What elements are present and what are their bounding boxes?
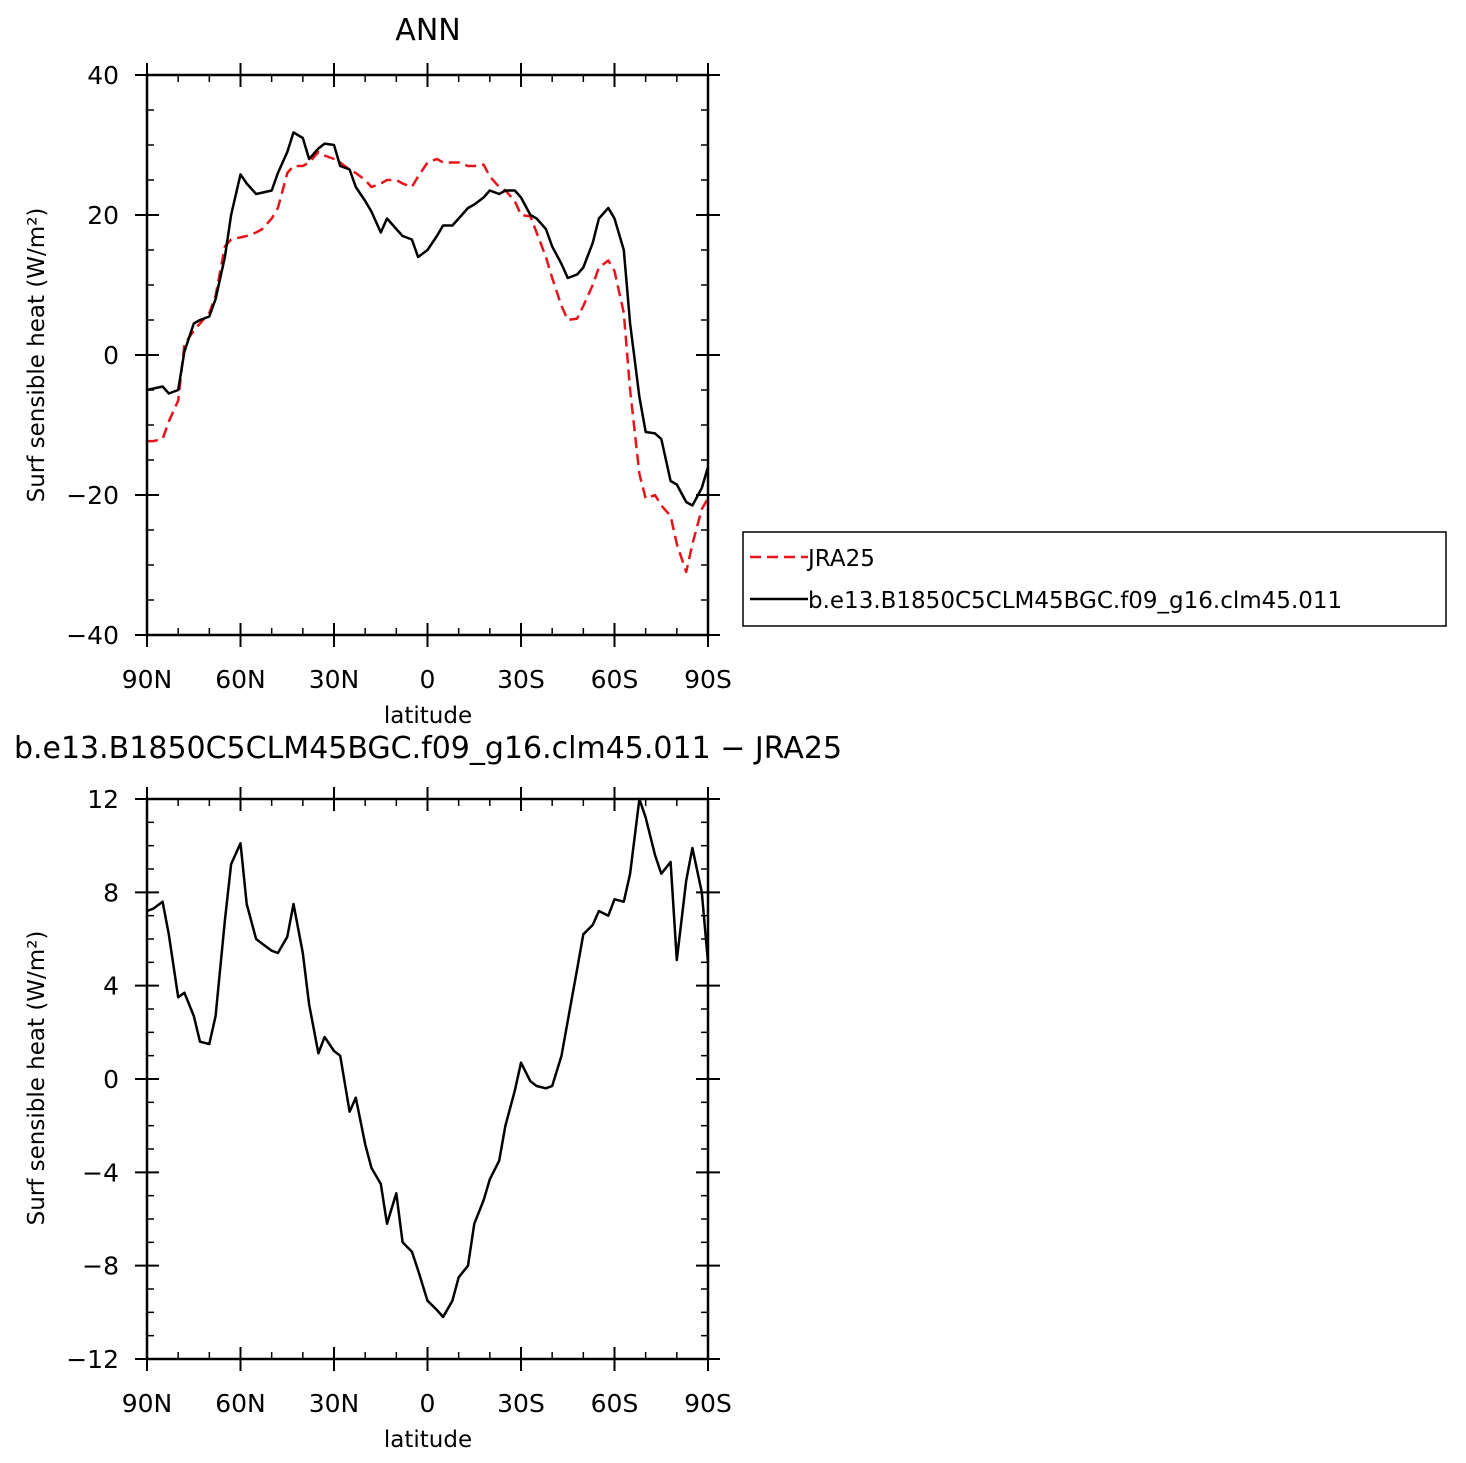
top-chart-x-tick-label: 60S <box>591 665 639 694</box>
bottom-chart-y-tick-label: 12 <box>87 785 119 814</box>
bottom-chart-x-tick-label: 30S <box>497 1389 545 1418</box>
bottom-chart-series-lines <box>146 797 710 1319</box>
bottom-chart-y-tick-label: 8 <box>103 878 119 907</box>
top-chart-y-axis-label: Surf sensible heat (W/m²) <box>24 208 50 503</box>
bottom-chart-x-axis-label: latitude <box>384 1427 472 1453</box>
top-chart-series-line-model <box>146 131 710 507</box>
bottom-chart-plot-frame <box>145 797 710 1361</box>
top-chart-panel: ANN Surf sensible heat (W/m²) latitude 4… <box>24 13 1447 729</box>
top-chart-title: ANN <box>395 13 460 48</box>
bottom-chart-x-tick-label: 60S <box>591 1389 639 1418</box>
top-chart-x-tick-label: 60N <box>215 665 266 694</box>
top-chart-y-tick-label: 20 <box>87 201 119 230</box>
top-chart-x-axis-label: latitude <box>384 703 472 729</box>
legend-label-jra25: JRA25 <box>806 546 875 572</box>
bottom-chart-x-tick-label: 0 <box>420 1389 436 1418</box>
top-chart-y-tick-label: 0 <box>103 341 119 370</box>
bottom-chart-title: b.e13.B1850C5CLM45BGC.f09_g16.clm45.011 … <box>14 731 842 766</box>
top-chart-plot-frame <box>145 73 710 637</box>
top-chart-x-tick-label: 0 <box>420 665 436 694</box>
bottom-chart-x-tick-label: 30N <box>309 1389 360 1418</box>
bottom-chart-x-tick-label: 90S <box>684 1389 732 1418</box>
bottom-chart-y-tick-label: 4 <box>103 972 119 1001</box>
legend-label-model: b.e13.B1850C5CLM45BGC.f09_g16.clm45.011 <box>808 588 1342 614</box>
legend-box <box>742 531 1447 627</box>
top-chart-series-lines <box>146 131 710 574</box>
top-chart-series-line-jra25 <box>147 150 710 574</box>
top-chart-y-tick-label: −20 <box>66 481 119 510</box>
top-chart-x-tick-label: 90N <box>122 665 173 694</box>
top-chart-y-tick-label: −40 <box>66 621 119 650</box>
top-chart-legend: JRA25 b.e13.B1850C5CLM45BGC.f09_g16.clm4… <box>742 531 1447 627</box>
bottom-chart-panel: b.e13.B1850C5CLM45BGC.f09_g16.clm45.011 … <box>14 731 842 1453</box>
bottom-chart-x-tick-label: 60N <box>215 1389 266 1418</box>
bottom-chart-y-tick-label: −8 <box>82 1252 119 1281</box>
bottom-chart-y-tick-label: −12 <box>66 1345 119 1374</box>
bottom-chart-x-tick-label: 90N <box>122 1389 173 1418</box>
bottom-chart-y-tick-label: 0 <box>103 1065 119 1094</box>
bottom-chart-y-axis-label: Surf sensible heat (W/m²) <box>24 931 50 1226</box>
top-chart-x-tick-label: 30S <box>497 665 545 694</box>
bottom-chart-series-line-difference <box>146 797 710 1319</box>
top-chart-y-tick-label: 40 <box>87 61 119 90</box>
bottom-chart-y-tick-label: −4 <box>82 1158 119 1187</box>
top-chart-x-tick-label: 30N <box>309 665 360 694</box>
top-chart-x-tick-label: 90S <box>684 665 732 694</box>
